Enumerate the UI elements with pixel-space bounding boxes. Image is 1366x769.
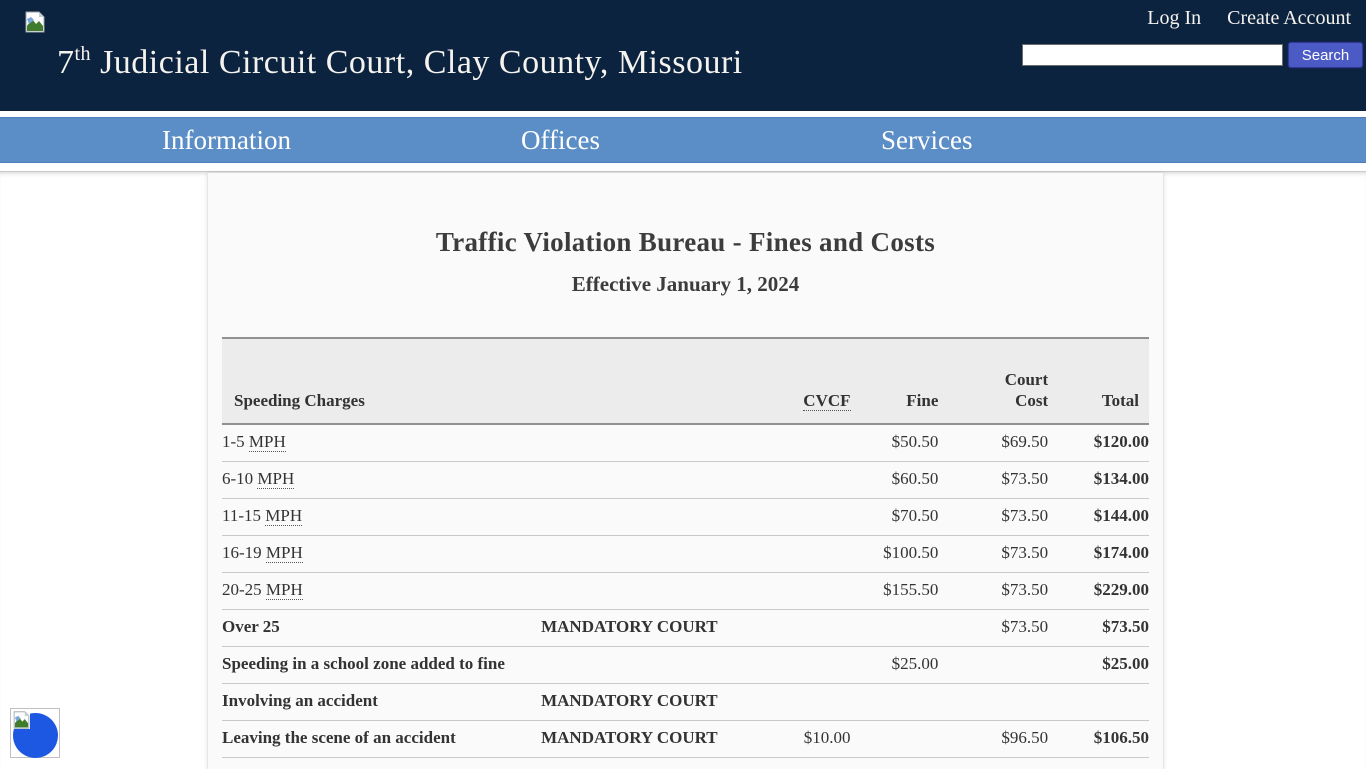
court-cost-cell: $73.50 <box>938 498 1049 536</box>
charge-cell: Over 25 <box>222 609 542 647</box>
court-cost-cell: $73.50 <box>938 572 1049 610</box>
court-cost-cell <box>938 646 1049 684</box>
fine-cell <box>850 720 939 758</box>
search-button[interactable]: Search <box>1288 42 1363 68</box>
note-cell: MANDATORY COURT <box>541 720 779 758</box>
header-speeding-charges: Speeding Charges <box>222 338 542 425</box>
nav-item-offices[interactable]: Offices <box>521 125 600 155</box>
total-cell: $106.50 <box>1048 720 1149 758</box>
charge-cell: 6-10 MPH <box>222 461 542 499</box>
fine-cell: $100.50 <box>850 535 939 573</box>
fines-table-wrap: Speeding Charges CVCF Fine Court Cost To… <box>222 337 1149 758</box>
charge-cell: Involving an accident <box>222 683 542 721</box>
broken-image-icon <box>13 711 30 729</box>
fine-cell <box>850 609 939 647</box>
content-card: Traffic Violation Bureau - Fines and Cos… <box>207 173 1164 769</box>
search-input[interactable] <box>1022 44 1283 66</box>
note-cell <box>541 498 779 536</box>
cvcf-cell <box>778 646 851 684</box>
table-row: Over 25 MANDATORY COURT $73.50 $73.50 <box>222 609 1149 647</box>
cvcf-cell <box>778 498 851 536</box>
table-row: 6-10 MPH $60.50 $73.50 $134.00 <box>222 461 1149 499</box>
cvcf-cell <box>778 461 851 499</box>
header-court-cost: Court Cost <box>938 338 1049 425</box>
mph-abbr: MPH <box>257 469 295 489</box>
note-cell <box>541 424 779 462</box>
mph-abbr: MPH <box>248 432 286 452</box>
fine-cell <box>850 683 939 721</box>
account-links: Log In Create Account <box>1147 7 1351 30</box>
mph-abbr: MPH <box>265 506 303 526</box>
total-cell: $144.00 <box>1048 498 1149 536</box>
charge-cell: Leaving the scene of an accident <box>222 720 542 758</box>
court-cost-cell: $73.50 <box>938 535 1049 573</box>
total-cell: $120.00 <box>1048 424 1149 462</box>
page-title: Traffic Violation Bureau - Fines and Cos… <box>435 227 936 257</box>
charge-cell: 16-19 MPH <box>222 535 542 573</box>
fine-cell: $50.50 <box>850 424 939 462</box>
court-cost-cell <box>938 683 1049 721</box>
cvcf-cell <box>778 424 851 462</box>
fine-cell: $155.50 <box>850 572 939 610</box>
table-row: Leaving the scene of an accident MANDATO… <box>222 720 1149 758</box>
total-cell: $134.00 <box>1048 461 1149 499</box>
site-title: 7th Judicial Circuit Court, Clay County,… <box>57 43 743 81</box>
note-cell <box>541 646 779 684</box>
nav-item-information[interactable]: Information <box>162 125 291 155</box>
header-cvcf: CVCF <box>778 338 851 425</box>
mph-abbr: MPH <box>265 543 303 563</box>
cvcf-cell <box>778 609 851 647</box>
total-cell <box>1048 683 1149 721</box>
mph-abbr: MPH <box>265 580 303 600</box>
court-cost-cell: $73.50 <box>938 609 1049 647</box>
table-row: 20-25 MPH $155.50 $73.50 $229.00 <box>222 572 1149 610</box>
charge-cell: Speeding in a school zone added to fine <box>222 646 542 684</box>
charge-cell: 11-15 MPH <box>222 498 542 536</box>
nav-item-services[interactable]: Services <box>881 125 973 155</box>
fines-table: Speeding Charges CVCF Fine Court Cost To… <box>222 337 1149 758</box>
table-row: 11-15 MPH $70.50 $73.50 $144.00 <box>222 498 1149 536</box>
cvcf-cell <box>778 683 851 721</box>
cvcf-abbr: CVCF <box>803 391 851 411</box>
total-cell: $174.00 <box>1048 535 1149 573</box>
log-in-link[interactable]: Log In <box>1147 7 1202 29</box>
header-total: Total <box>1048 338 1149 425</box>
main-nav: Information Offices Services <box>0 117 1366 163</box>
table-header-row: Speeding Charges CVCF Fine Court Cost To… <box>222 338 1149 425</box>
charge-cell: 1-5 MPH <box>222 424 542 462</box>
fine-cell: $25.00 <box>850 646 939 684</box>
note-cell: MANDATORY COURT <box>541 609 779 647</box>
total-cell: $229.00 <box>1048 572 1149 610</box>
table-row: 1-5 MPH $50.50 $69.50 $120.00 <box>222 424 1149 462</box>
main-area: Traffic Violation Bureau - Fines and Cos… <box>0 171 1366 769</box>
header-note <box>541 338 779 425</box>
site-header: 7th Judicial Circuit Court, Clay County,… <box>0 0 1366 111</box>
note-cell <box>541 461 779 499</box>
total-cell: $25.00 <box>1048 646 1149 684</box>
table-row: Speeding in a school zone added to fine … <box>222 646 1149 684</box>
court-cost-cell: $96.50 <box>938 720 1049 758</box>
header-fine: Fine <box>850 338 939 425</box>
court-cost-cell: $69.50 <box>938 424 1049 462</box>
create-account-link[interactable]: Create Account <box>1227 7 1351 29</box>
accessibility-widget-button[interactable] <box>10 708 60 758</box>
fine-cell: $60.50 <box>850 461 939 499</box>
fines-table-body: 1-5 MPH $50.50 $69.50 $120.00 6-10 MPH $… <box>222 424 1149 758</box>
note-cell: MANDATORY COURT <box>541 683 779 721</box>
table-row: Involving an accident MANDATORY COURT <box>222 683 1149 721</box>
cvcf-cell <box>778 535 851 573</box>
fine-cell: $70.50 <box>850 498 939 536</box>
page-subtitle: Effective January 1, 2024 <box>571 272 800 296</box>
broken-image-icon[interactable] <box>25 11 45 33</box>
note-cell <box>541 572 779 610</box>
cvcf-cell: $10.00 <box>778 720 851 758</box>
note-cell <box>541 535 779 573</box>
table-row: 16-19 MPH $100.50 $73.50 $174.00 <box>222 535 1149 573</box>
total-cell: $73.50 <box>1048 609 1149 647</box>
charge-cell: 20-25 MPH <box>222 572 542 610</box>
cvcf-cell <box>778 572 851 610</box>
court-cost-cell: $73.50 <box>938 461 1049 499</box>
